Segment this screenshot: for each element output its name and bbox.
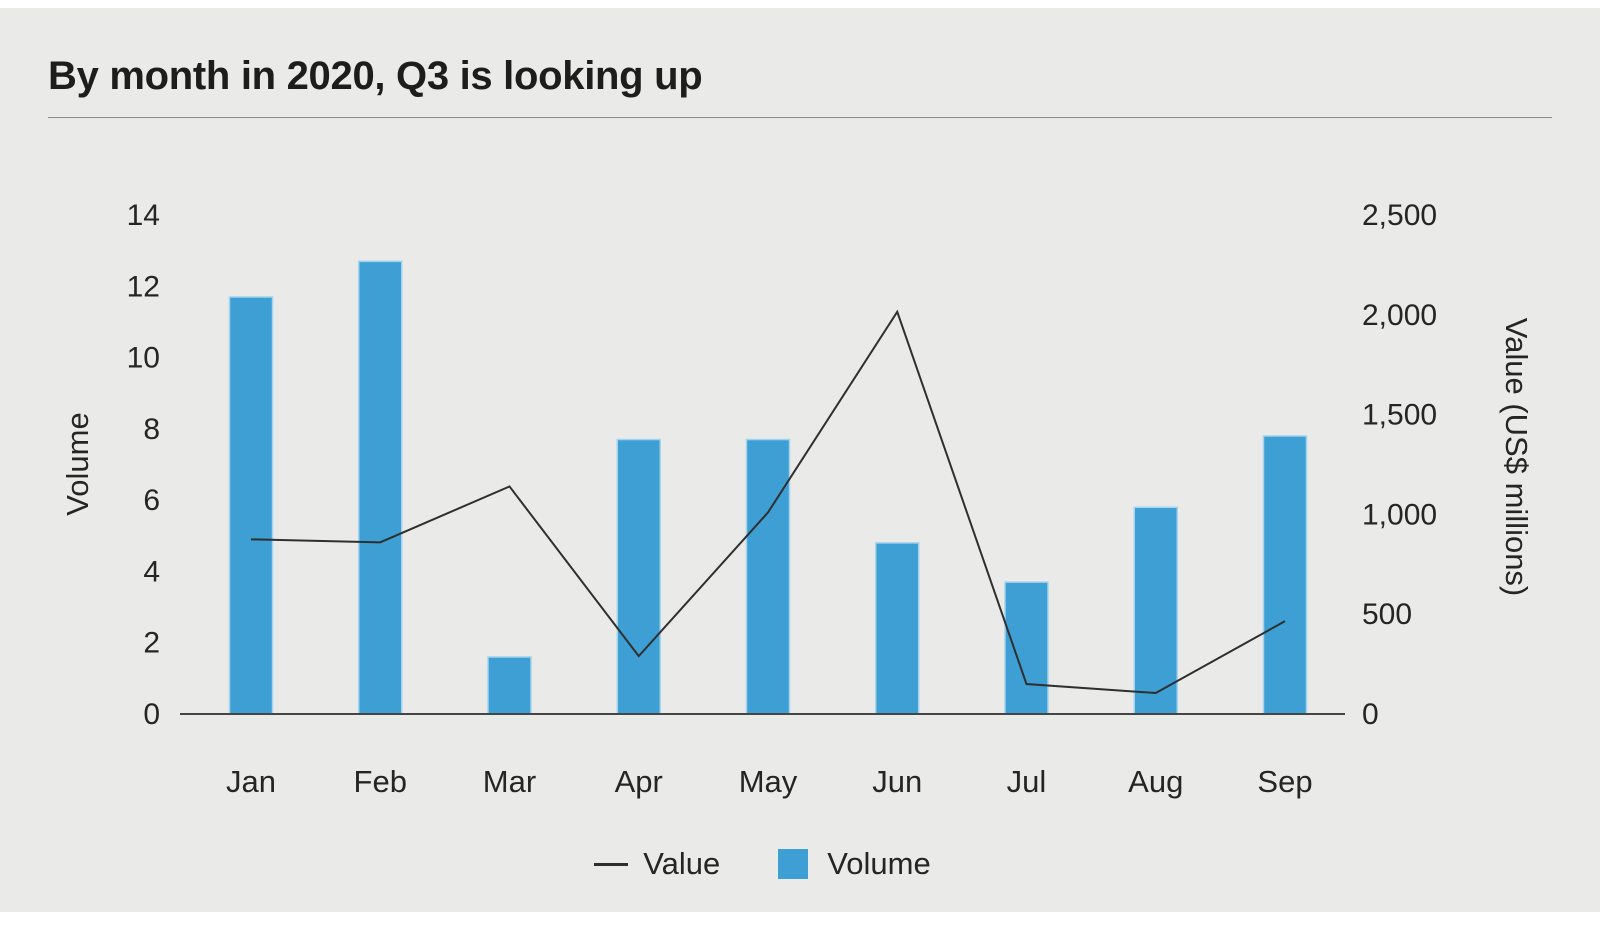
volume-bar-jan <box>228 296 274 715</box>
right-tick-1500: 1,500 <box>1362 399 1437 432</box>
volume-bar-jun <box>875 542 920 715</box>
chart-title: By month in 2020, Q3 is looking up <box>48 54 703 98</box>
x-label-apr: Apr <box>615 764 663 799</box>
left-tick-0: 0 <box>143 698 160 731</box>
value-line-swatch <box>594 862 629 866</box>
volume-bar-feb <box>358 260 403 715</box>
value-line <box>250 309 1286 695</box>
x-label-sep: Sep <box>1257 764 1312 799</box>
volume-bar-jul <box>1004 581 1049 715</box>
x-label-jul: Jul <box>1007 764 1047 799</box>
volume-bar-mar <box>487 656 532 715</box>
left-tick-4: 4 <box>143 555 160 588</box>
legend-label-value: Value <box>643 846 721 881</box>
volume-bar-apr <box>616 438 661 715</box>
chart-legend: Value Volume <box>180 846 1345 882</box>
left-tick-10: 10 <box>127 342 160 375</box>
right-tick-2500: 2,500 <box>1362 199 1437 232</box>
left-axis-title: Volume <box>60 412 95 516</box>
right-axis-title: Value (US$ millions) <box>1499 317 1534 597</box>
x-label-jan: Jan <box>226 764 276 799</box>
right-tick-1000: 1,000 <box>1362 498 1437 531</box>
legend-item-volume: Volume <box>778 846 931 882</box>
left-tick-2: 2 <box>143 627 160 660</box>
volume-square-swatch <box>778 849 809 879</box>
left-tick-14: 14 <box>127 199 160 232</box>
x-label-feb: Feb <box>354 764 407 799</box>
x-label-aug: Aug <box>1128 764 1183 799</box>
legend-label-volume: Volume <box>827 846 931 881</box>
x-label-mar: Mar <box>483 764 536 799</box>
left-tick-12: 12 <box>127 270 160 303</box>
left-tick-8: 8 <box>143 413 160 446</box>
left-tick-6: 6 <box>143 484 160 517</box>
x-label-jun: Jun <box>872 764 922 799</box>
right-tick-2000: 2,000 <box>1362 299 1437 332</box>
legend-item-value: Value <box>594 846 720 882</box>
right-tick-500: 500 <box>1362 598 1412 631</box>
volume-bar-may <box>745 438 791 715</box>
title-divider <box>48 117 1552 118</box>
volume-bar-sep <box>1262 435 1308 715</box>
right-tick-0: 0 <box>1362 698 1379 731</box>
volume-bar-aug <box>1133 506 1178 715</box>
x-label-may: May <box>739 764 798 799</box>
